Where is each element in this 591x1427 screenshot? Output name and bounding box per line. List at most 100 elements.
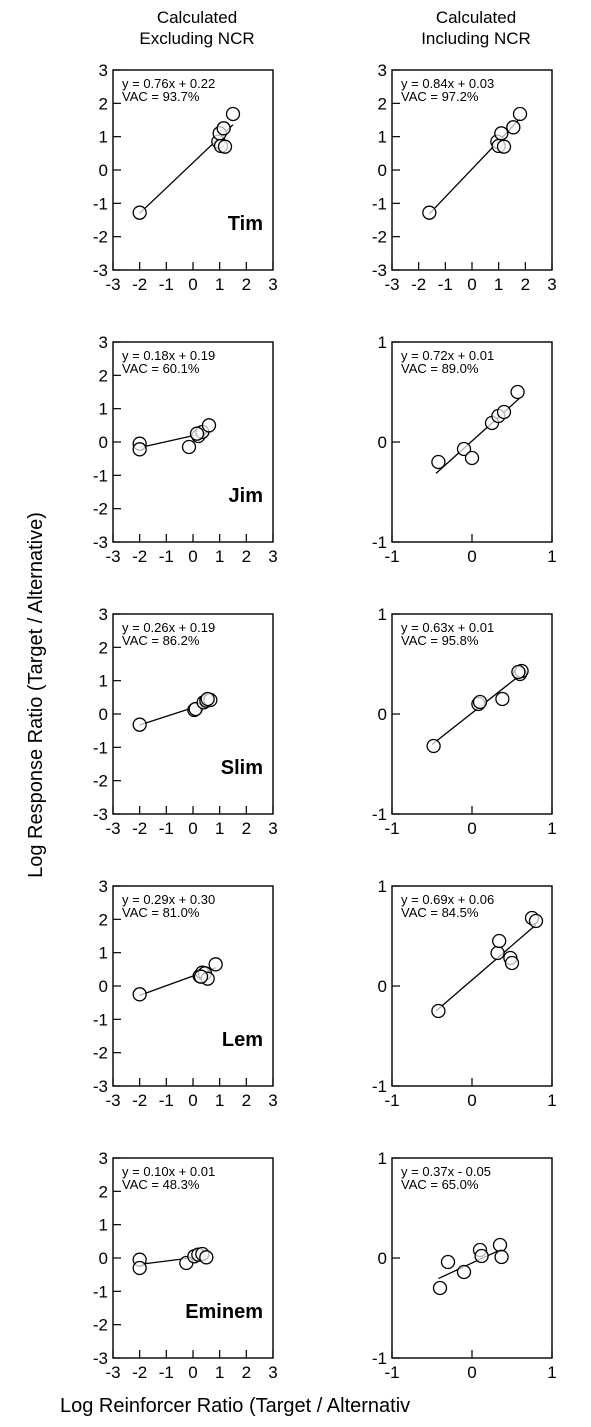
y-tick-label: -1 — [93, 466, 108, 485]
y-tick-label: -3 — [93, 1077, 108, 1096]
subject-label: Tim — [228, 213, 263, 235]
x-tick-label: 0 — [467, 819, 476, 838]
x-tick-label: 1 — [547, 1363, 556, 1382]
vac-label: VAC = 81.0% — [122, 905, 200, 920]
vac-label: VAC = 93.7% — [122, 89, 200, 104]
data-point — [431, 454, 446, 470]
y-tick-label: -3 — [372, 261, 387, 280]
y-tick-label: 1 — [99, 944, 108, 963]
y-tick-label: 3 — [99, 605, 108, 624]
x-tick-label: 1 — [547, 819, 556, 838]
data-point — [132, 205, 147, 220]
x-tick-label: 2 — [521, 275, 530, 294]
data-point — [217, 139, 233, 154]
data-point — [201, 418, 217, 433]
y-tick-label: 1 — [99, 400, 108, 419]
x-tick-label: 2 — [242, 1091, 251, 1110]
x-tick-label: 1 — [215, 547, 224, 566]
vac-label: VAC = 84.5% — [401, 905, 479, 920]
y-tick-label: 0 — [378, 1249, 387, 1268]
x-tick-label: 2 — [242, 275, 251, 294]
x-tick-label: -1 — [159, 547, 174, 566]
x-tick-label: 3 — [268, 275, 277, 294]
fit-equation: y = 0.76x + 0.22 — [122, 76, 215, 91]
y-tick-label: -1 — [93, 738, 108, 757]
data-point — [494, 1249, 509, 1265]
x-tick-label: 0 — [188, 1363, 197, 1382]
x-tick-label: -3 — [105, 1363, 120, 1382]
data-point — [208, 957, 223, 972]
x-tick-label: -3 — [105, 819, 120, 838]
x-tick-label: -2 — [132, 1363, 147, 1382]
y-tick-label: 0 — [378, 161, 387, 180]
data-point — [422, 205, 437, 220]
x-tick-label: 0 — [467, 1363, 476, 1382]
x-tick-label: 0 — [467, 547, 476, 566]
y-tick-label: 2 — [99, 638, 108, 657]
y-tick-label: -1 — [372, 533, 387, 552]
x-tick-label: -1 — [384, 547, 399, 566]
data-point — [472, 694, 488, 710]
x-tick-label: -3 — [384, 275, 399, 294]
y-tick-label: -1 — [93, 194, 108, 213]
x-tick-label: -1 — [384, 1363, 399, 1382]
fit-line — [438, 1248, 503, 1280]
y-tick-label: -1 — [372, 1077, 387, 1096]
data-point — [496, 404, 512, 420]
y-tick-label: -3 — [93, 261, 108, 280]
x-tick-label: 3 — [268, 819, 277, 838]
x-tick-label: -1 — [384, 819, 399, 838]
data-point — [510, 384, 525, 400]
x-tick-label: -3 — [105, 275, 120, 294]
data-point — [464, 450, 480, 466]
x-tick-label: -1 — [159, 819, 174, 838]
data-point — [528, 913, 544, 929]
fit-equation: y = 0.63x + 0.01 — [401, 620, 494, 635]
fit-line — [435, 924, 537, 1012]
x-tick-label: -2 — [132, 819, 147, 838]
x-tick-label: 1 — [215, 1363, 224, 1382]
subject-label: Eminem — [185, 1301, 263, 1323]
data-point — [512, 106, 528, 122]
fit-equation: y = 0.26x + 0.19 — [122, 620, 215, 635]
data-point — [511, 664, 526, 680]
data-point — [132, 717, 147, 732]
data-point — [132, 987, 147, 1002]
data-point — [181, 439, 197, 455]
data-point — [431, 1003, 446, 1019]
x-tick-label: 3 — [268, 547, 277, 566]
y-tick-label: 3 — [99, 333, 108, 352]
y-tick-label: 3 — [378, 61, 387, 80]
column-title-left-line1: Calculated — [157, 8, 237, 27]
y-tick-label: 1 — [99, 128, 108, 147]
data-point — [506, 120, 521, 135]
fit-equation: y = 0.10x + 0.01 — [122, 1164, 215, 1179]
x-tick-label: -3 — [105, 547, 120, 566]
data-point — [492, 1237, 508, 1253]
x-axis-title: Log Reinforcer Ratio (Target / Alternati… — [60, 1395, 410, 1417]
x-tick-label: 1 — [215, 275, 224, 294]
data-point — [189, 426, 205, 441]
y-tick-label: -2 — [93, 500, 108, 519]
y-tick-label: -2 — [93, 1044, 108, 1063]
vac-label: VAC = 97.2% — [401, 89, 479, 104]
x-tick-label: 0 — [188, 819, 197, 838]
y-tick-label: 2 — [99, 1182, 108, 1201]
fit-equation: y = 0.29x + 0.30 — [122, 892, 215, 907]
y-tick-label: 1 — [378, 333, 387, 352]
y-tick-label: 1 — [378, 128, 387, 147]
y-tick-label: -3 — [93, 805, 108, 824]
y-tick-label: 1 — [378, 605, 387, 624]
data-point — [225, 106, 241, 122]
y-tick-label: 1 — [99, 1216, 108, 1235]
data-point — [496, 139, 512, 154]
fit-equation: y = 0.18x + 0.19 — [122, 348, 215, 363]
column-title-right: Calculated Including NCR — [421, 8, 531, 48]
y-tick-label: 2 — [378, 94, 387, 113]
data-point — [504, 955, 520, 971]
fit-equation: y = 0.37x - 0.05 — [401, 1164, 491, 1179]
x-tick-label: -1 — [159, 275, 174, 294]
y-tick-label: 3 — [99, 1149, 108, 1168]
